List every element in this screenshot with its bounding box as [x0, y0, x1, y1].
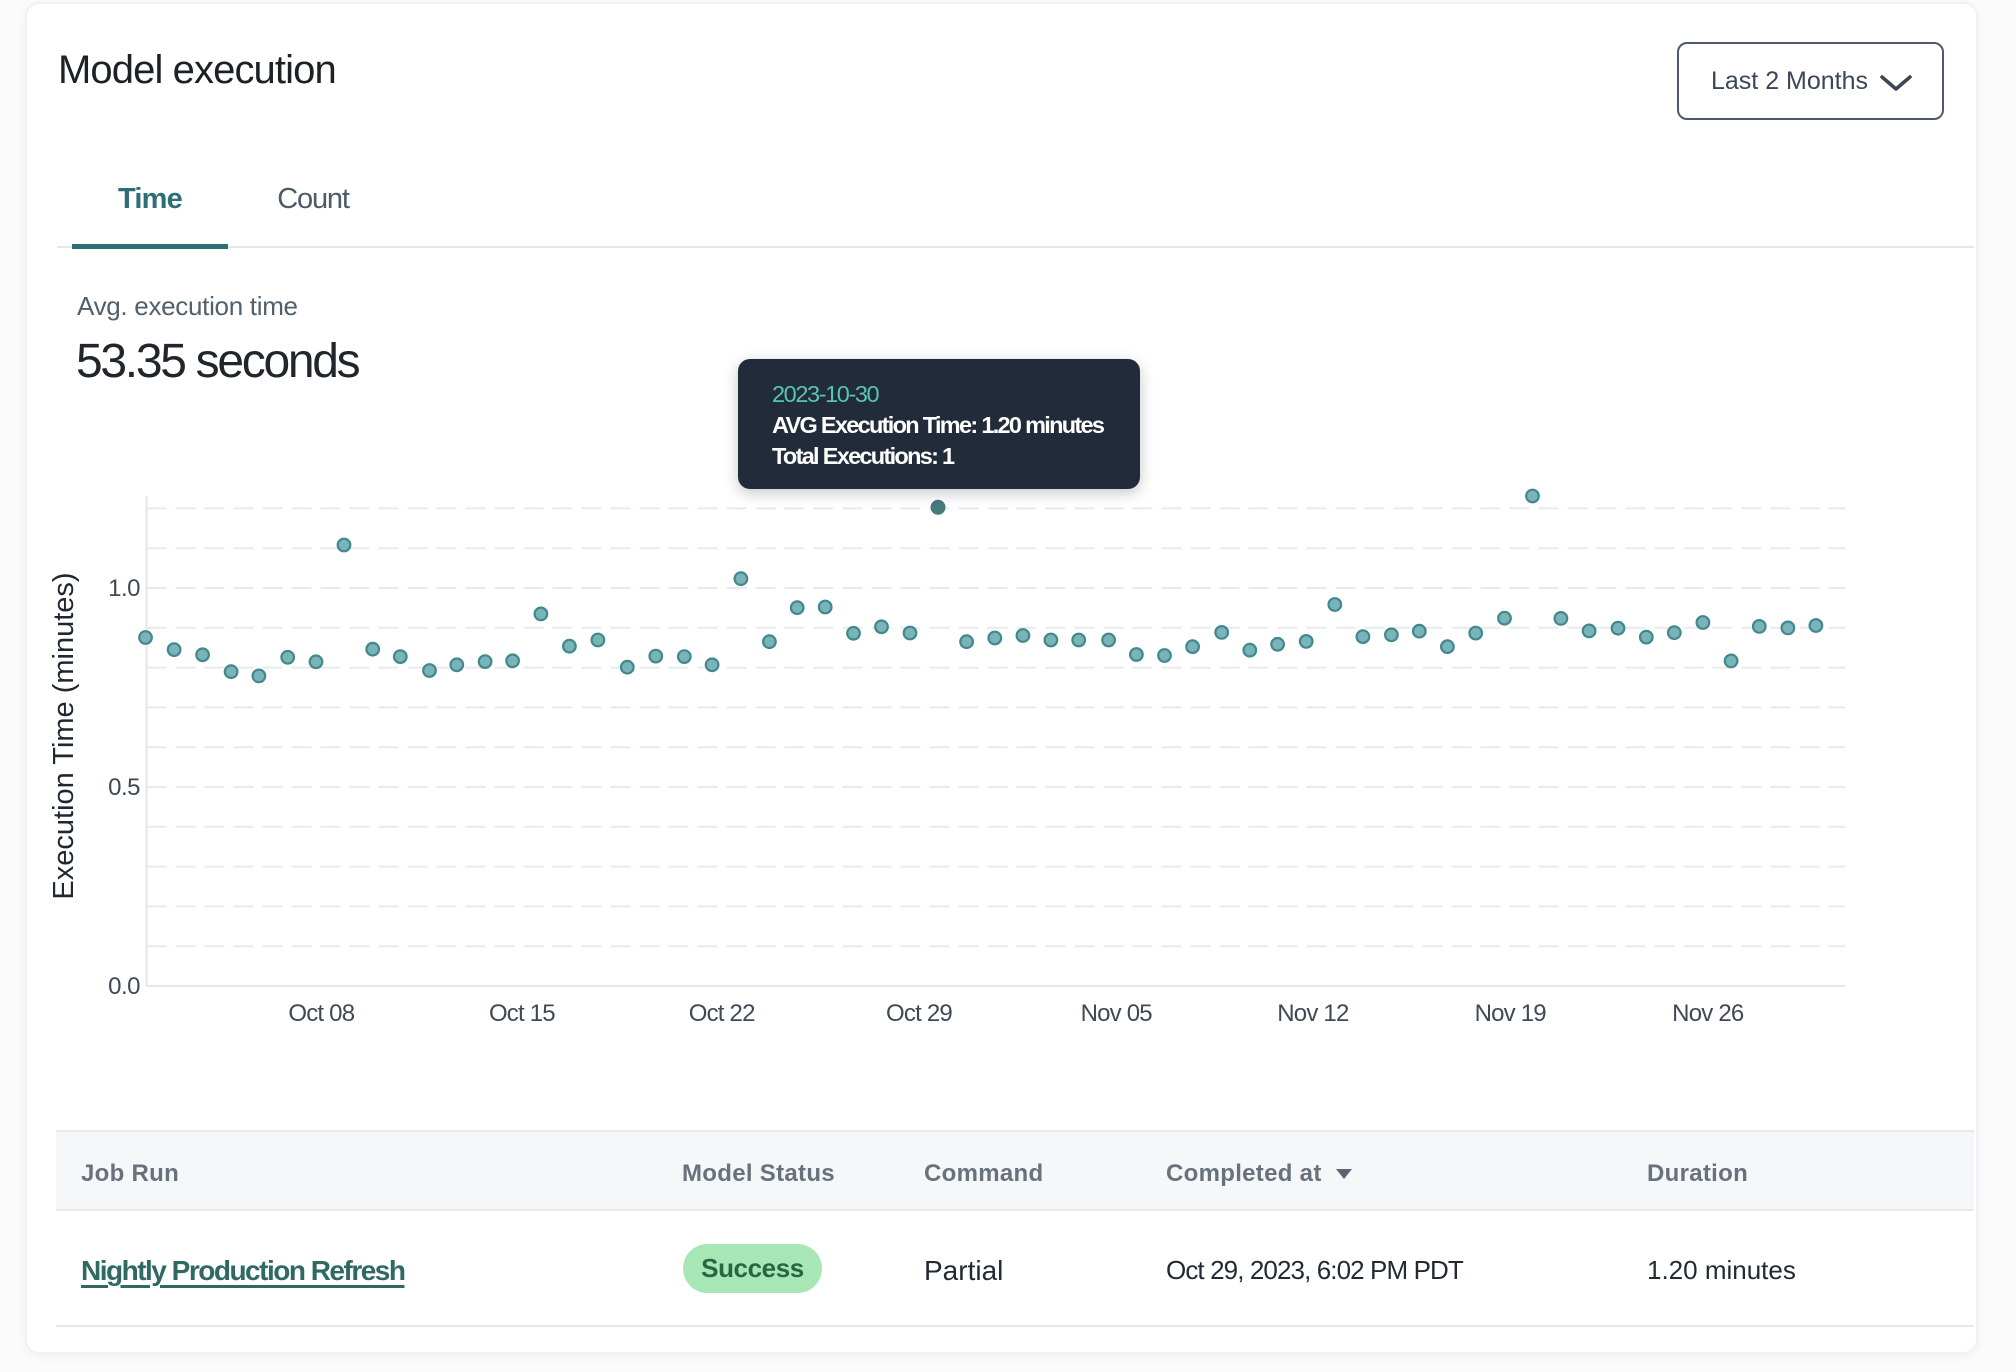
- svg-text:Oct 29: Oct 29: [886, 1000, 952, 1027]
- svg-text:Nov 12: Nov 12: [1277, 1000, 1349, 1027]
- svg-text:Execution Time (minutes): Execution Time (minutes): [48, 572, 80, 899]
- svg-text:Oct 08: Oct 08: [288, 1000, 354, 1027]
- svg-text:0.0: 0.0: [108, 973, 140, 1000]
- svg-text:Nov 05: Nov 05: [1081, 1000, 1153, 1027]
- svg-text:Oct 22: Oct 22: [689, 1000, 755, 1027]
- svg-text:Nov 19: Nov 19: [1475, 1000, 1547, 1027]
- svg-text:0.5: 0.5: [108, 774, 140, 801]
- svg-text:Oct 15: Oct 15: [489, 1000, 555, 1027]
- svg-text:Nov 26: Nov 26: [1672, 1000, 1744, 1027]
- svg-text:1.0: 1.0: [108, 575, 140, 602]
